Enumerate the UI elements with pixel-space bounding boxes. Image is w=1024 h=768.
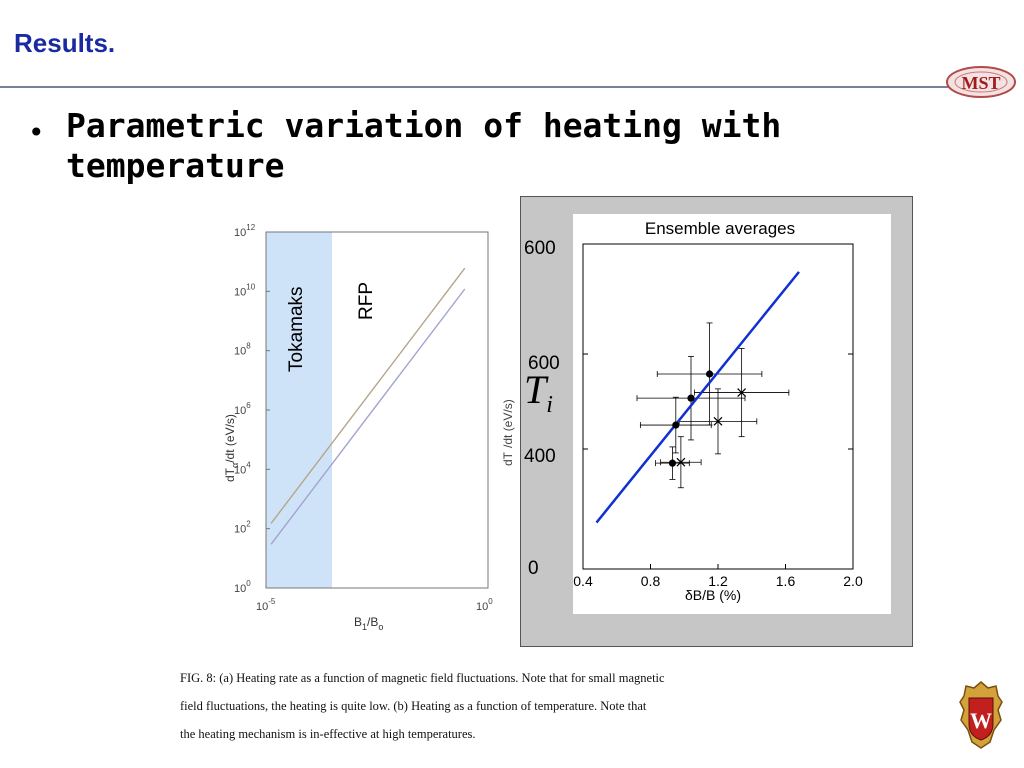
figure-heating-rate: 100 102 104 106 108 1010 1012 Tokamaks RFP dTα…	[200, 212, 520, 642]
figure-caption: FIG. 8: (a) Heating rate as a function o…	[180, 664, 860, 748]
series-line-1	[270, 288, 466, 545]
overlay-ytick-0: 600	[524, 238, 556, 259]
ytick-a-exp: 8	[246, 342, 251, 351]
title-divider	[0, 86, 960, 88]
ytick-a-base: 10	[234, 583, 246, 595]
crest-letter: W	[970, 708, 992, 733]
data-point-cross	[713, 416, 723, 426]
caption-line-1: FIG. 8: (a) Heating rate as a function o…	[180, 671, 665, 685]
ti-label: Ti	[524, 366, 553, 419]
rfp-label: RFP	[356, 282, 377, 320]
mst-logo-text: MST	[961, 73, 1000, 93]
ytick-a-base: 10	[234, 405, 246, 417]
ytick-a-label: 104	[234, 460, 251, 476]
xlabel-a-sub2: o	[378, 622, 383, 632]
mst-logo: MST	[946, 66, 1016, 98]
ytick-a-base: 10	[234, 464, 246, 476]
ytick-a-exp: 2	[246, 520, 251, 529]
overlay-ytick-3: 0	[528, 558, 539, 579]
bullet-icon: •	[28, 116, 45, 149]
ensemble-ylabel-rest: /dt (eV/s)	[501, 399, 515, 448]
overlay-ytick-1: 600	[528, 353, 560, 374]
ylabel-a-rest: /dt (eV/s)	[223, 414, 237, 463]
university-crest: W	[959, 681, 1003, 749]
ytick-a-base: 10	[234, 286, 246, 298]
ytick-a-label: 1012	[234, 223, 256, 239]
tokamak-region	[266, 232, 332, 588]
ylabel-a-main: dT	[223, 467, 237, 482]
xtick-a-0-exp: -5	[268, 597, 276, 606]
xtick-a-1-base: 10	[476, 601, 488, 613]
ytick-a-label: 108	[234, 342, 251, 358]
xtick-a-1-exp: 0	[488, 597, 493, 606]
data-point-cross	[676, 457, 686, 467]
xlabel-a-mid: /B	[367, 615, 378, 629]
ytick-a-exp: 10	[246, 282, 255, 291]
svg-text:10-5: 10-5	[256, 597, 276, 613]
ylabel-a-sub: α	[230, 463, 240, 468]
ensemble-title: Ensemble averages	[645, 219, 795, 238]
svg-text:dTα/dt (eV/s): dTα/dt (eV/s)	[223, 414, 240, 482]
data-point-circle	[668, 459, 677, 467]
ensemble-xlabel: δB/B (%)	[685, 587, 741, 603]
xtick-b-label: 1.6	[776, 573, 796, 589]
ytick-a-base: 10	[234, 524, 246, 536]
ensemble-chart: Ensemble averages 0.4 0.8 1.2 1.6 2.0 δB/B (…	[573, 219, 863, 603]
ytick-a-label: 100	[234, 579, 251, 595]
xtick-b-label: 1.2	[708, 573, 728, 589]
slide-title: Results.	[14, 28, 116, 58]
xtick-a-0-base: 10	[256, 601, 268, 613]
cross-stroke	[676, 457, 686, 467]
ytick-a-base: 10	[234, 346, 246, 358]
ytick-a-exp: 4	[246, 460, 251, 469]
tokamaks-label: Tokamaks	[286, 286, 307, 372]
xtick-b-label: 0.8	[641, 573, 661, 589]
ytick-a-label: 1010	[234, 282, 256, 298]
svg-text:B1/Bo: B1/Bo	[354, 615, 383, 632]
figure-ensemble: Ensemble averages 0.4 0.8 1.2 1.6 2.0 δB/B (…	[573, 214, 891, 614]
cross-stroke	[737, 388, 747, 397]
data-point-circle	[705, 370, 714, 378]
data-point-circle	[687, 394, 695, 402]
data-point-circle	[672, 421, 680, 429]
overlay-ytick-2: 400	[524, 446, 556, 467]
ensemble-ylabel-main: dT	[501, 451, 515, 466]
data-point-cross	[737, 388, 747, 397]
xlabel-a-sub1: 1	[362, 622, 367, 632]
svg-text:100: 100	[476, 597, 493, 613]
ytick-a-exp: 0	[246, 579, 251, 588]
ytick-a-exp: 6	[246, 401, 251, 410]
ensemble-ylabel-fragment: dT/dt (eV/s)	[501, 399, 515, 466]
caption-line-3: the heating mechanism is in-effective at…	[180, 727, 476, 741]
xtick-b-label: 0.4	[573, 573, 593, 589]
fit-line	[595, 271, 800, 524]
ytick-a-label: 102	[234, 520, 251, 536]
ytick-a-exp: 12	[246, 223, 255, 232]
svg-text:dT/dt (eV/s): dT/dt (eV/s)	[501, 399, 515, 466]
ti-label-main: T	[524, 367, 547, 412]
xtick-b-label: 2.0	[843, 573, 863, 589]
series-line-0	[270, 267, 466, 524]
xlabel-a-main: B	[354, 615, 362, 629]
ytick-a-base: 10	[234, 227, 246, 239]
bullet-text: Parametric variation of heating with tem…	[66, 106, 782, 185]
cross-stroke	[713, 416, 723, 426]
ytick-a-label: 106	[234, 401, 251, 417]
caption-line-2: field fluctuations, the heating is quite…	[180, 699, 647, 713]
ti-label-sub: i	[546, 392, 553, 418]
